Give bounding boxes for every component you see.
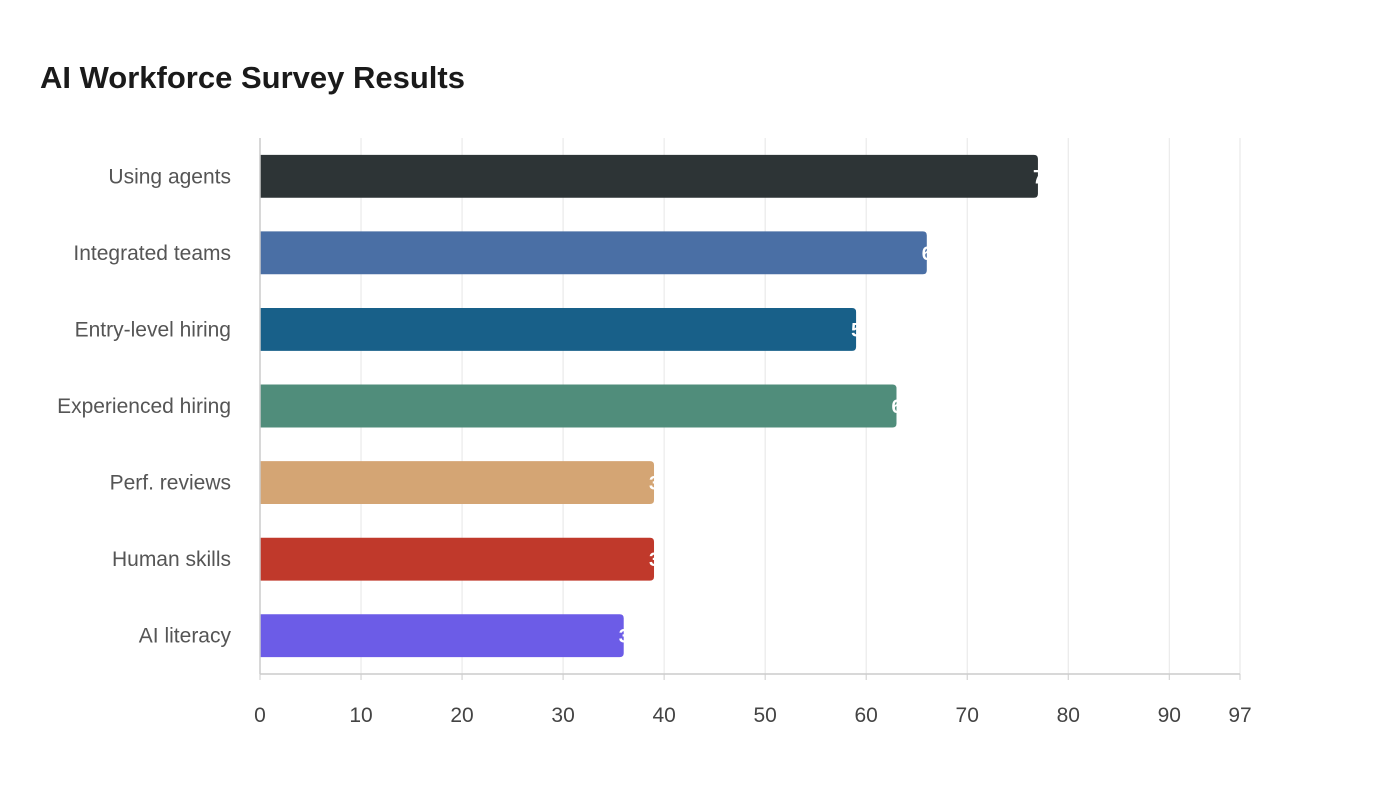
bar-value-label: 3 [649, 474, 660, 495]
category-label: Perf. reviews [110, 472, 231, 495]
axis-layer: 0 10 20 30 40 50 60 70 80 90 97 [254, 138, 1252, 727]
bar [260, 231, 927, 275]
bar [260, 537, 655, 581]
label-layer: Using agents 7 Integrated teams 6 Entry-leve… [57, 165, 1043, 647]
x-tick-label: 90 [1158, 704, 1181, 727]
bar [260, 154, 1038, 198]
x-tick-label: 60 [855, 704, 878, 727]
chart-title: AI Workforce Survey Results [40, 60, 465, 95]
category-label: Using agents [108, 165, 231, 188]
category-label: Human skills [112, 548, 231, 571]
x-tick-label: 50 [753, 704, 776, 727]
bar-value-label: 5 [851, 320, 862, 341]
x-tick-label: 70 [956, 704, 979, 727]
x-tick-label: 20 [450, 704, 473, 727]
bar [260, 307, 857, 351]
x-tick-label: 40 [652, 704, 675, 727]
bar-value-label: 7 [1033, 167, 1044, 188]
x-tick-label: 97 [1228, 704, 1251, 727]
bar-value-label: 3 [649, 550, 660, 571]
x-tick-label: 30 [551, 704, 574, 727]
category-label: Integrated teams [73, 242, 231, 265]
bar-value-label: 6 [922, 244, 933, 265]
bar [260, 614, 624, 658]
category-label: Entry-level hiring [75, 318, 231, 341]
bar-layer [260, 154, 1038, 658]
category-label: AI literacy [139, 625, 232, 648]
category-label: Experienced hiring [57, 395, 231, 418]
x-tick-label: 0 [254, 704, 266, 727]
x-tick-label: 80 [1057, 704, 1080, 727]
bar-value-label: 3 [619, 627, 630, 648]
bar [260, 461, 655, 505]
x-tick-label: 10 [349, 704, 372, 727]
bar [260, 384, 897, 428]
bar-value-label: 6 [891, 397, 902, 418]
